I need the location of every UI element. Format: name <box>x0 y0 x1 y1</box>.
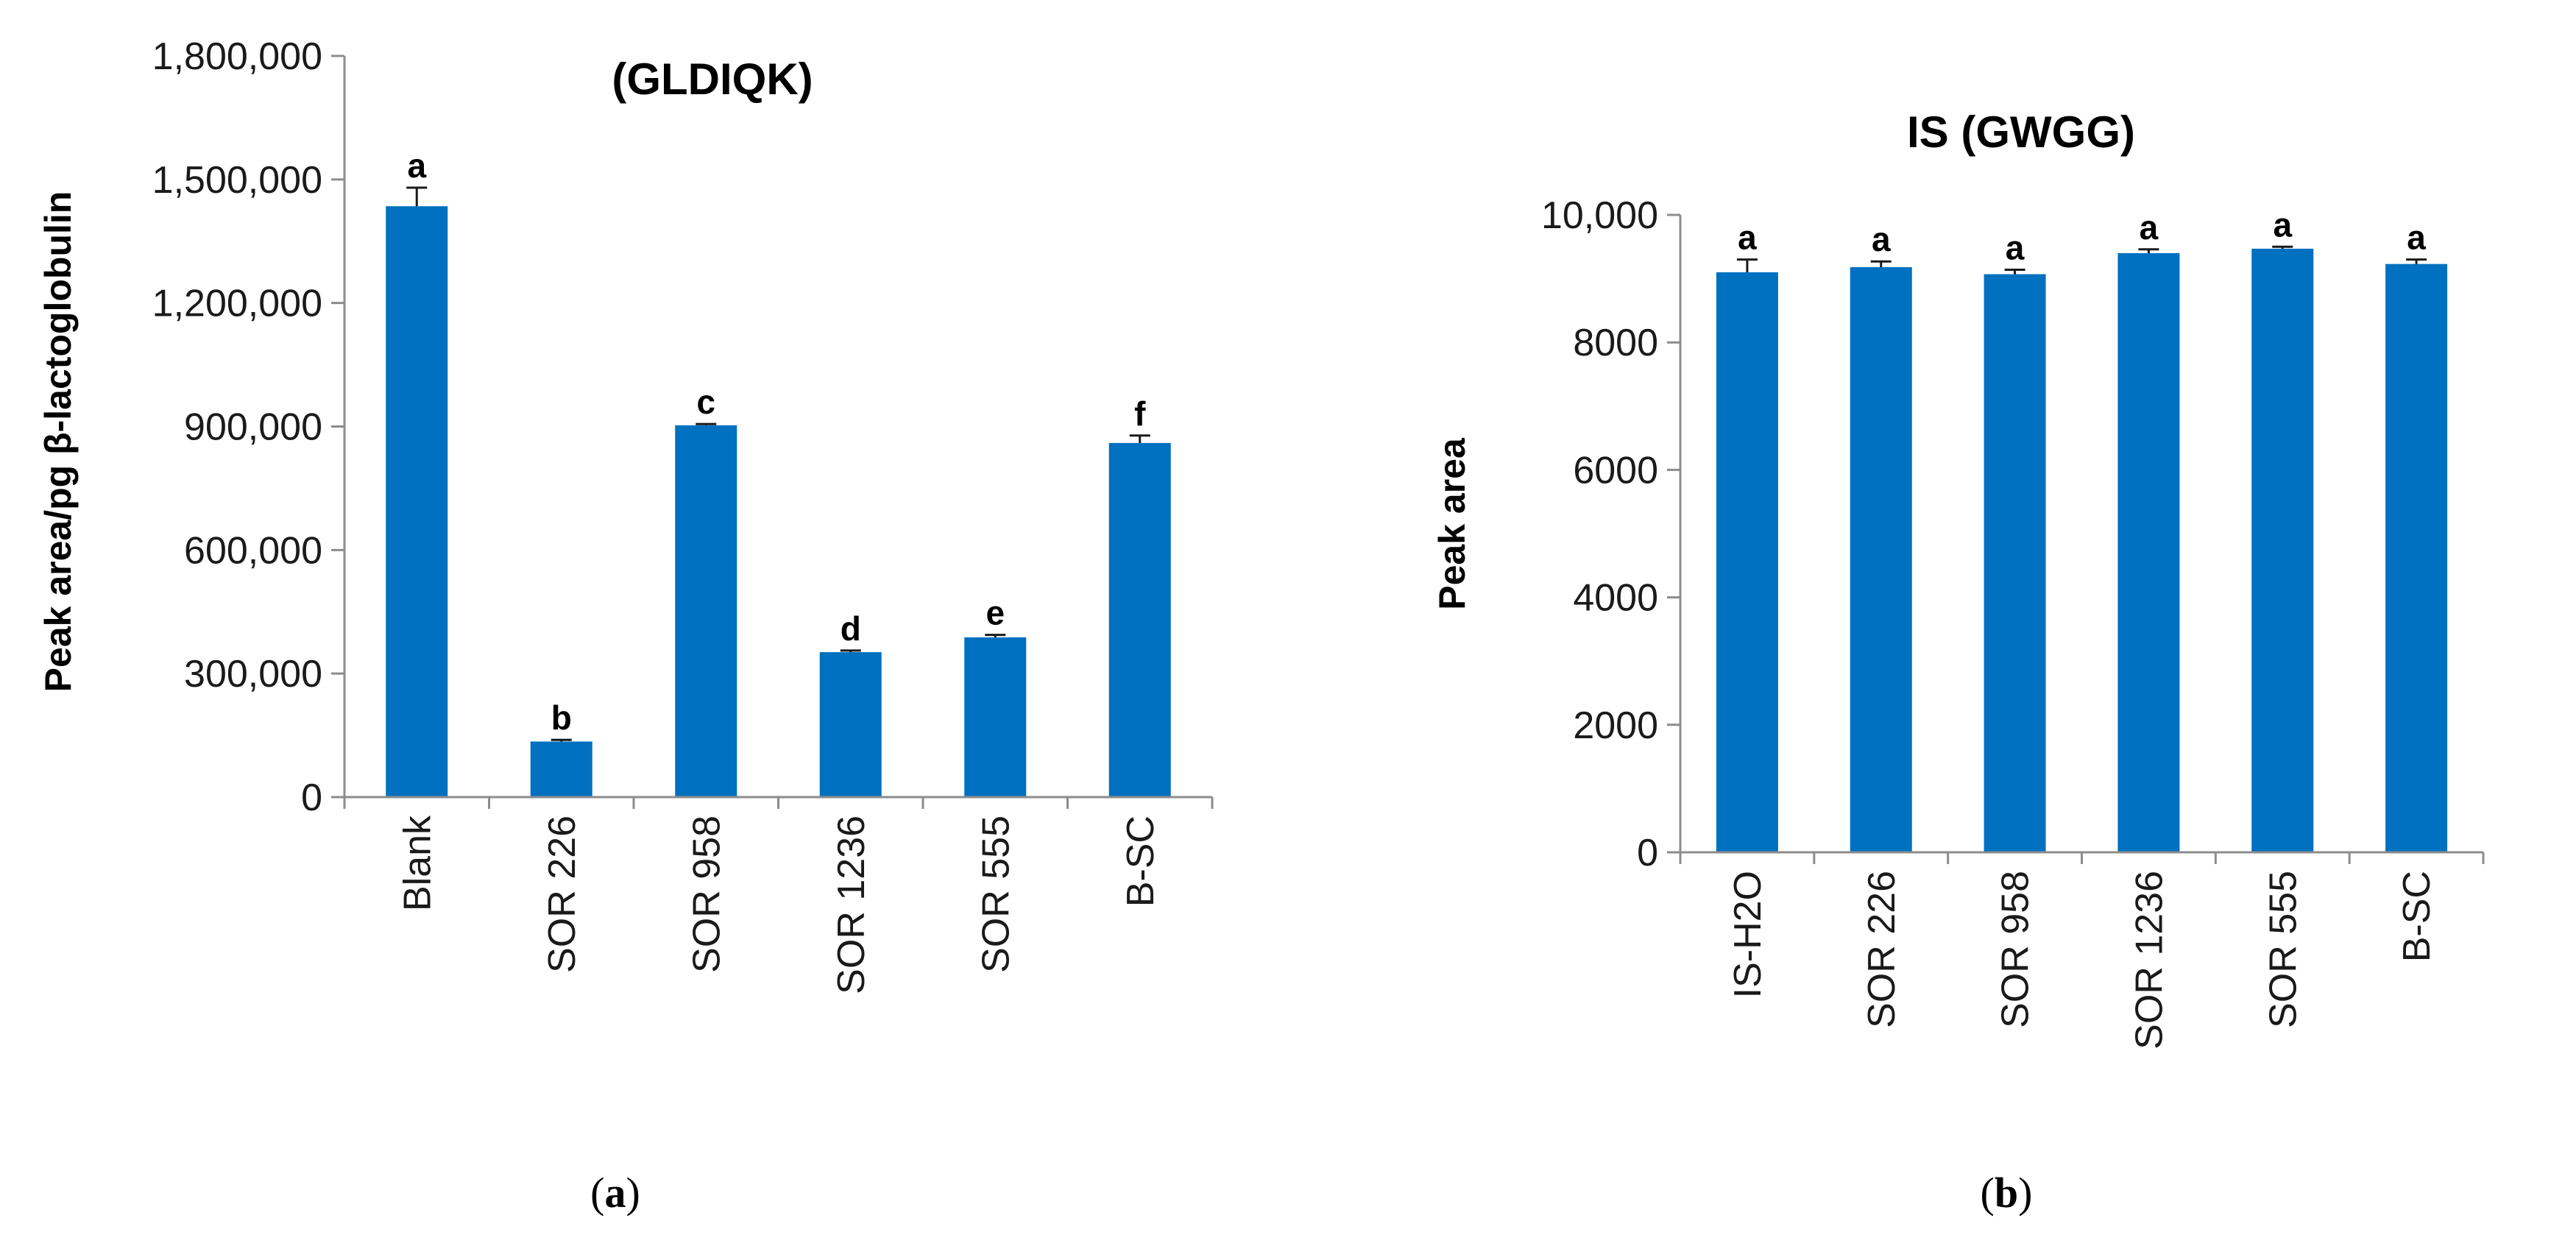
panel-a-y-tick-label: 1,800,000 <box>152 35 322 78</box>
panel-a-significance-label: f <box>1134 394 1146 433</box>
panel-a-bar <box>819 652 882 797</box>
panel-a-bar <box>1108 442 1171 797</box>
panel-a-bar <box>964 637 1027 797</box>
panel-b-y-tick-label: 8000 <box>1573 322 1658 364</box>
panel-b-bar <box>2117 252 2180 853</box>
panel-b-bar <box>1984 274 2046 853</box>
panel-a-bar <box>386 206 448 797</box>
panel-b-chart: IS (GWGG) Peak area 0 2000 4000 6000 8000 10,… <box>1432 107 2485 1217</box>
panel-a-y-tick-label: 1,200,000 <box>152 283 322 325</box>
panel-a-bar <box>530 741 592 797</box>
panel-b-bar <box>2251 248 2314 852</box>
panel-b-significance-label: a <box>2407 219 2426 257</box>
panel-a-significance-label: d <box>841 609 861 648</box>
panel-a-x-ticks: Blank SOR 226 SOR 958 SOR 1236 SOR 555 B-SC <box>396 815 1162 994</box>
panel-b-bar <box>1716 272 1778 852</box>
panel-a-y-tick-label: 1,500,000 <box>152 159 322 202</box>
panel-a-y-tick-label: 600,000 <box>184 529 322 572</box>
panel-a-axes <box>343 56 1214 809</box>
panel-a-x-tick-label: SOR 1236 <box>830 815 873 994</box>
panel-b-significance-label: a <box>2140 208 2159 247</box>
panel-a-label: (a) <box>590 1169 640 1217</box>
panel-a-x-tick-label: SOR 958 <box>685 815 728 973</box>
panel-a-y-axis-title: Peak area/pg β-lactoglobulin <box>38 191 79 693</box>
panel-b-y-tick-label: 0 <box>1637 832 1658 874</box>
panel-a-title: (GLDIQK) <box>612 54 813 104</box>
panel-b-label: (b) <box>1981 1169 2033 1217</box>
panel-b-significance-label: a <box>1738 219 1757 257</box>
panel-b-axes <box>1679 215 2485 864</box>
panel-b-x-ticks: IS-H2O SOR 226 SOR 958 SOR 1236 SOR 555 B-SC <box>1727 871 2438 1050</box>
panel-b-title: IS (GWGG) <box>1907 107 2135 157</box>
panel-a-significance-label: c <box>696 383 715 421</box>
panel-b-x-tick-label: SOR 1236 <box>2128 871 2170 1050</box>
panel-a-y-ticks: 0 300,000 600,000 900,000 1,200,000 1,500,000… <box>152 35 344 819</box>
panel-a-y-tick-label: 300,000 <box>184 653 322 696</box>
panel-a-bars: a b c d e f <box>386 146 1171 797</box>
panel-b-x-tick-label: SOR 226 <box>1861 871 1903 1028</box>
panel-a-bar <box>675 425 737 797</box>
panel-b-y-tick-label: 4000 <box>1573 577 1658 620</box>
panel-a-x-tick-label: Blank <box>396 815 439 911</box>
panel-b-y-ticks: 0 2000 4000 6000 8000 10,000 <box>1541 194 1680 874</box>
panel-a-x-tick-label: SOR 555 <box>974 815 1017 973</box>
panel-a-x-tick-label: B-SC <box>1119 815 1162 907</box>
panel-a-label-letter: a <box>605 1169 626 1217</box>
panel-b-x-tick-label: SOR 958 <box>1995 871 2037 1028</box>
panel-b-y-tick-label: 10,000 <box>1541 194 1658 237</box>
panel-b-x-tick-label: SOR 555 <box>2262 871 2304 1028</box>
panel-a-y-tick-label: 0 <box>301 776 322 819</box>
panel-a-significance-label: b <box>551 698 572 737</box>
panel-b-bar <box>1850 267 1912 853</box>
panel-b-x-tick-label: B-SC <box>2396 871 2438 962</box>
panel-a-y-tick-label: 900,000 <box>184 406 322 449</box>
panel-a-chart: (GLDIQK) Peak area/pg β-lactoglobulin 0 3… <box>38 35 1214 1217</box>
panel-b-bars: a a aa a a <box>1716 205 2448 853</box>
panel-b-label-letter: b <box>1995 1169 2018 1217</box>
panel-b-bar <box>2385 263 2448 852</box>
panel-b-significance-label: a <box>2006 228 2025 266</box>
panel-b-significance-label: a <box>2273 205 2292 244</box>
panel-b-y-tick-label: 2000 <box>1573 704 1658 747</box>
panel-b-x-tick-label: IS-H2O <box>1727 871 1769 998</box>
panel-b-significance-label: a <box>1872 220 1891 258</box>
panel-b-y-axis-title: Peak area <box>1432 437 1473 610</box>
panel-a-significance-label: e <box>986 594 1005 632</box>
panel-a-significance-label: a <box>407 146 426 185</box>
panel-a-x-tick-label: SOR 226 <box>541 815 584 973</box>
panel-b-y-tick-label: 6000 <box>1573 449 1658 492</box>
